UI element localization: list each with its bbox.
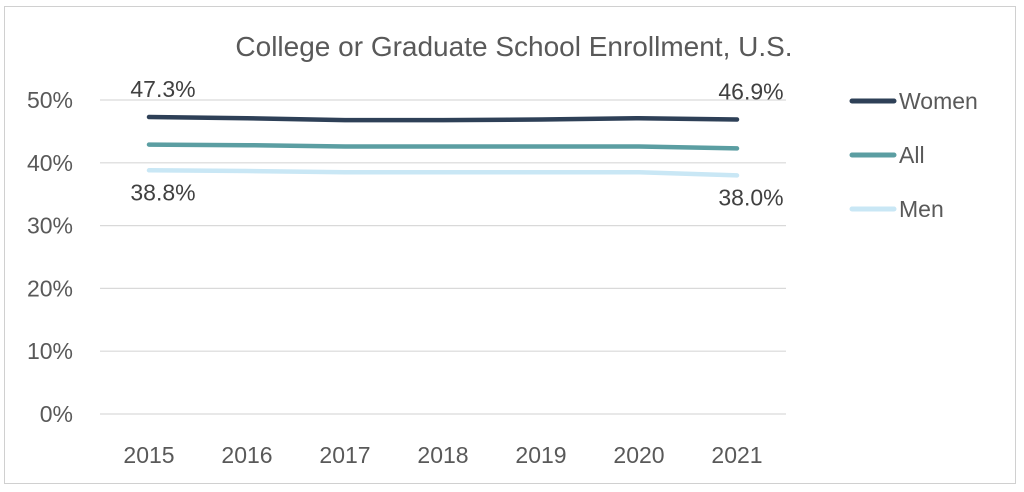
series-line-all (146, 142, 740, 151)
y-tick-label: 30% (27, 213, 73, 239)
x-tick-label: 2020 (613, 442, 664, 468)
x-tick-label: 2021 (711, 442, 762, 468)
x-tick-label: 2017 (319, 442, 370, 468)
x-tick-label: 2018 (417, 442, 468, 468)
series-line-men (146, 168, 740, 178)
x-tick-label: 2016 (221, 442, 272, 468)
chart-title: College or Graduate School Enrollment, U… (235, 31, 792, 62)
data-label: 38.8% (130, 179, 195, 205)
data-labels: 47.3% 46.9% 38.8% 38.0% (130, 76, 783, 210)
gridlines (100, 99, 786, 415)
y-tick-label: 20% (27, 275, 73, 301)
x-axis-ticks: 2015 2016 2017 2018 2019 2020 2021 (123, 442, 762, 468)
y-tick-label: 10% (27, 338, 73, 364)
legend-label: All (899, 142, 925, 168)
x-tick-label: 2015 (123, 442, 174, 468)
data-label: 46.9% (718, 78, 783, 104)
y-axis-ticks: 0% 10% 20% 30% 40% 50% (27, 87, 73, 427)
series-line-women (146, 114, 740, 123)
series-lines (146, 114, 740, 178)
legend-label: Women (899, 88, 978, 114)
data-label: 47.3% (130, 76, 195, 102)
y-tick-label: 0% (40, 401, 73, 427)
chart-frame (4, 6, 1016, 484)
legend: Women All Men (849, 88, 978, 222)
legend-label: Men (899, 196, 944, 222)
y-tick-label: 40% (27, 150, 73, 176)
y-tick-label: 50% (27, 87, 73, 113)
data-label: 38.0% (718, 184, 783, 210)
x-tick-label: 2019 (515, 442, 566, 468)
